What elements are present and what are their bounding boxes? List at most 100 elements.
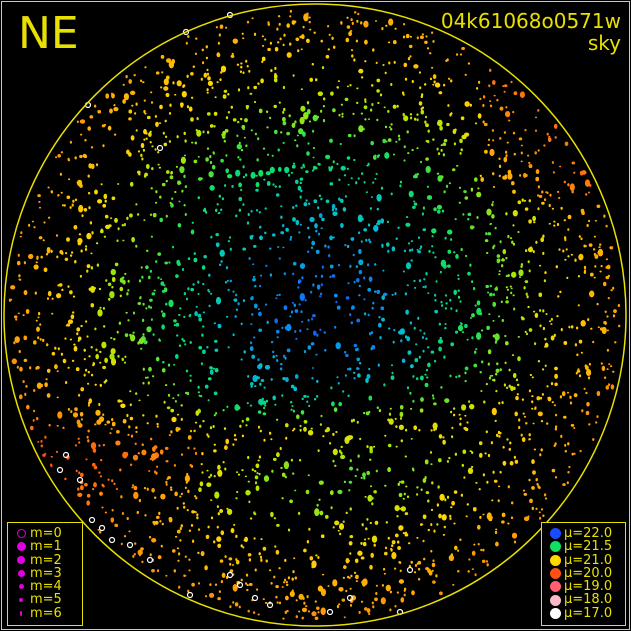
star (319, 295, 322, 298)
star (202, 130, 205, 134)
star (175, 165, 178, 168)
star (432, 74, 437, 80)
star (394, 604, 397, 608)
star (155, 356, 160, 362)
star (229, 247, 232, 251)
star (276, 601, 279, 604)
star (338, 587, 344, 592)
star (154, 148, 157, 151)
star (273, 575, 276, 579)
star (392, 153, 396, 156)
star (394, 417, 397, 420)
star (79, 412, 84, 417)
star (110, 428, 113, 430)
star (556, 222, 560, 227)
dot-icon (17, 556, 25, 565)
star (197, 582, 201, 585)
star (259, 284, 262, 288)
star (321, 265, 324, 269)
star (537, 207, 540, 211)
title-block: 04k61068o0571w sky (441, 10, 621, 54)
star (149, 130, 152, 133)
star (104, 214, 109, 219)
star (539, 324, 542, 328)
star (318, 480, 324, 485)
star (391, 552, 397, 560)
star (337, 529, 340, 532)
star (275, 549, 280, 555)
star (173, 363, 176, 366)
star (181, 189, 184, 193)
star (431, 245, 434, 248)
star (381, 27, 384, 31)
star (363, 411, 366, 415)
star (309, 28, 312, 31)
star (142, 302, 145, 306)
star (269, 166, 275, 174)
star (155, 260, 158, 264)
star (58, 283, 63, 287)
star (289, 591, 295, 597)
star (441, 304, 444, 307)
star (210, 516, 214, 520)
star (403, 159, 406, 162)
star (363, 538, 367, 541)
star (111, 276, 116, 283)
star (593, 276, 596, 279)
star (102, 307, 105, 310)
star (163, 142, 168, 147)
star (180, 417, 183, 421)
brightness-legend-label: μ=22.0 (564, 526, 613, 541)
star (290, 458, 293, 462)
star (433, 529, 436, 533)
star (245, 144, 248, 148)
star (440, 300, 443, 304)
star (275, 329, 280, 334)
star (110, 357, 117, 366)
star (129, 403, 132, 407)
star (446, 122, 450, 127)
star (327, 585, 330, 587)
star (308, 235, 311, 239)
star (303, 548, 307, 553)
star (468, 400, 471, 403)
star (387, 536, 390, 540)
star (478, 441, 483, 446)
star (309, 77, 314, 82)
star (306, 595, 309, 599)
brightness-legend-label: μ=17.0 (564, 605, 613, 621)
star (292, 261, 297, 266)
star (431, 569, 434, 572)
star (373, 445, 376, 448)
star (516, 393, 519, 396)
star (229, 562, 232, 566)
star (571, 161, 576, 165)
star (148, 132, 152, 137)
star (356, 420, 359, 424)
star (206, 88, 209, 92)
star (40, 440, 43, 443)
star (537, 194, 540, 197)
star (405, 428, 408, 432)
star (325, 154, 331, 160)
star (74, 407, 78, 412)
star (600, 264, 603, 268)
star (394, 505, 400, 512)
star (252, 263, 255, 266)
star (224, 184, 227, 187)
star (433, 428, 436, 432)
star (178, 552, 181, 556)
star (383, 572, 386, 575)
star (107, 478, 110, 481)
star (408, 190, 414, 198)
star (369, 485, 373, 488)
star (507, 172, 513, 180)
star (150, 437, 153, 441)
star (490, 441, 493, 445)
star (376, 118, 379, 122)
color-swatch-icon (549, 607, 561, 619)
star (274, 403, 277, 406)
star (540, 508, 544, 511)
star (281, 586, 284, 588)
